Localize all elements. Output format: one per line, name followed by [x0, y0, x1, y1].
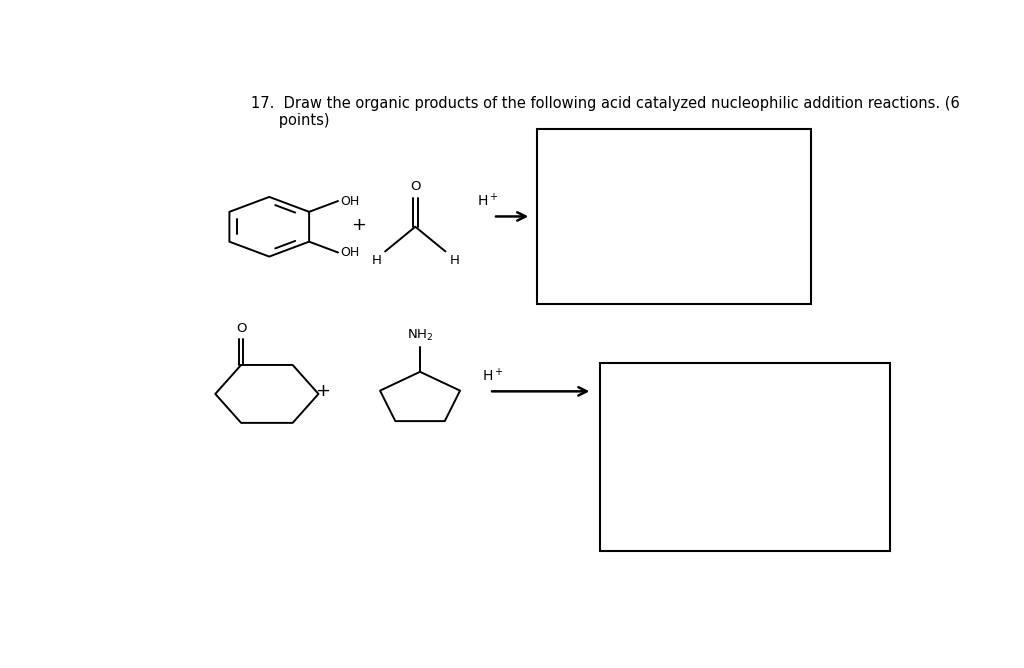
Text: O: O: [410, 180, 421, 193]
Text: H$^+$: H$^+$: [482, 367, 504, 385]
Text: H$^+$: H$^+$: [477, 192, 499, 210]
Bar: [600, 363, 890, 551]
Text: O: O: [236, 322, 247, 335]
Text: H: H: [450, 254, 460, 267]
Text: H: H: [372, 254, 381, 267]
Text: OH: OH: [340, 246, 359, 259]
Text: +: +: [315, 382, 330, 400]
Text: NH$_2$: NH$_2$: [407, 328, 433, 343]
Bar: [538, 129, 811, 304]
Text: +: +: [350, 216, 366, 234]
Text: OH: OH: [340, 194, 359, 208]
Text: 17.  Draw the organic products of the following acid catalyzed nucleophilic addi: 17. Draw the organic products of the fol…: [251, 96, 959, 128]
